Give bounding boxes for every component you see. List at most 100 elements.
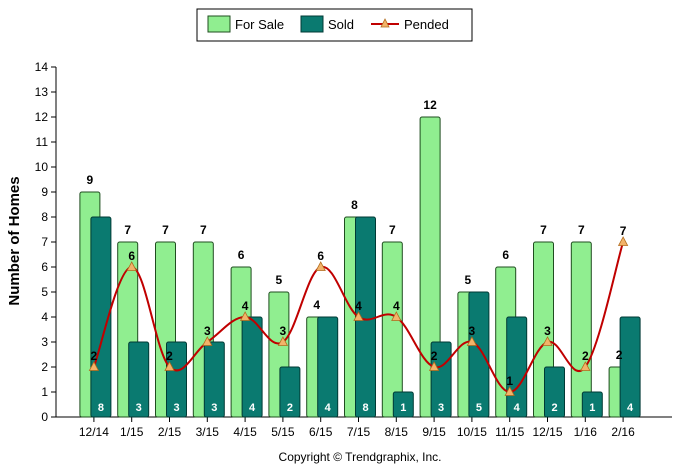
pended-data-label: 3 [280, 324, 287, 338]
pended-marker [202, 336, 213, 346]
x-tick-label: 8/15 [385, 425, 409, 439]
legend-swatch-sold [300, 15, 324, 33]
y-tick-label: 2 [41, 360, 48, 374]
for-sale-data-label: 5 [276, 273, 283, 287]
sold-data-label: 4 [514, 402, 521, 414]
sold-bar [544, 366, 565, 418]
y-tick-label: 7 [41, 235, 48, 249]
x-tick-label: 2/16 [611, 425, 635, 439]
for-sale-data-label: 6 [238, 248, 245, 262]
y-tick-label: 1 [41, 385, 48, 399]
x-tick-label: 4/15 [233, 425, 257, 439]
pended-data-label: 2 [431, 349, 438, 363]
pended-series [88, 236, 629, 396]
for-sale-data-label: 8 [351, 198, 358, 212]
pended-data-label: 3 [544, 324, 551, 338]
pended-marker [164, 361, 175, 371]
sold-data-label: 8 [362, 402, 368, 414]
for-sale-data-label: 7 [200, 223, 207, 237]
pended-data-label: 2 [582, 349, 589, 363]
bars [79, 116, 641, 418]
sold-data-label: 8 [98, 402, 104, 414]
pended-data-label: 3 [469, 324, 476, 338]
sold-data-label: 4 [249, 402, 256, 414]
sold-bar [128, 341, 150, 418]
sold-data-label: 3 [438, 402, 444, 414]
pended-marker [580, 361, 591, 371]
legend-label-pended: Pended [404, 17, 449, 32]
for-sale-bar [381, 241, 403, 418]
y-tick-label: 11 [36, 135, 49, 149]
pended-data-label: 4 [242, 299, 249, 313]
sold-bar [241, 316, 263, 418]
pended-marker [126, 261, 137, 271]
y-tick-label: 6 [41, 260, 48, 274]
sold-data-label: 4 [627, 402, 634, 414]
x-tick-label: 3/15 [196, 425, 220, 439]
x-tick-label: 9/15 [422, 425, 446, 439]
x-tick-label: 12/14 [79, 425, 109, 439]
for-sale-data-label: 4 [313, 298, 320, 312]
pended-data-label: 6 [128, 249, 135, 263]
pended-marker [617, 236, 629, 246]
for-sale-data-label: 7 [124, 223, 131, 237]
for-sale-data-label: 7 [162, 223, 169, 237]
sold-data-label: 2 [287, 402, 293, 414]
for-sale-bar [570, 241, 592, 418]
x-tick-label: 12/15 [532, 425, 562, 439]
sold-bar [279, 366, 301, 418]
y-tick-label: 12 [35, 110, 49, 124]
sold-bar [392, 391, 414, 418]
legend-label-sold: Sold [328, 17, 354, 32]
pended-data-label: 2 [166, 349, 173, 363]
pended-marker [353, 311, 364, 321]
sold-data-label: 5 [476, 402, 482, 414]
y-tick-label: 10 [35, 160, 49, 174]
y-tick-label: 4 [41, 310, 48, 324]
pended-marker [428, 361, 440, 371]
pended-marker [466, 336, 478, 346]
for-sale-data-label: 7 [578, 223, 585, 237]
for-sale-data-label: 6 [502, 248, 509, 262]
sold-data-label: 2 [551, 402, 557, 414]
x-tick-label: 7/15 [347, 425, 371, 439]
pended-marker [391, 311, 402, 321]
pended-data-label: 7 [620, 224, 627, 238]
y-tick-label: 8 [41, 210, 48, 224]
x-tick-label: 1/15 [120, 425, 144, 439]
y-tick-label: 14 [35, 60, 49, 74]
pended-data-label: 6 [317, 249, 324, 263]
y-tick-label: 9 [41, 185, 48, 199]
for-sale-data-label: 9 [87, 173, 94, 187]
copyright-footer: Copyright © Trendgraphix, Inc. [279, 450, 442, 464]
legend-box [196, 8, 473, 42]
x-tick-label: 6/15 [309, 425, 333, 439]
for-sale-data-label: 7 [540, 223, 547, 237]
legend-label-for-sale: For Sale [235, 17, 284, 32]
pended-marker [504, 386, 515, 396]
y-tick-label: 0 [41, 410, 48, 424]
for-sale-data-label: 5 [465, 273, 472, 287]
y-tick-label: 3 [41, 335, 48, 349]
pended-data-label: 3 [204, 324, 211, 338]
legend: For Sale Sold Pended [196, 8, 473, 42]
sold-bar [430, 341, 452, 418]
pended-marker [277, 336, 289, 346]
pended-marker [315, 261, 326, 271]
sold-bar [166, 341, 187, 418]
y-tick-label: 5 [41, 285, 48, 299]
for-sale-data-label: 2 [616, 348, 623, 362]
pended-marker [542, 336, 553, 346]
sold-bar [468, 291, 490, 418]
y-axis-label: Number of Homes [6, 176, 23, 305]
sold-data-label: 3 [173, 402, 179, 414]
pended-data-label: 2 [91, 349, 98, 363]
y-tick-label: 13 [35, 85, 49, 99]
x-tick-label: 2/15 [158, 425, 182, 439]
pended-marker [88, 361, 100, 371]
sold-data-label: 3 [211, 402, 217, 414]
sold-bar [317, 316, 339, 418]
